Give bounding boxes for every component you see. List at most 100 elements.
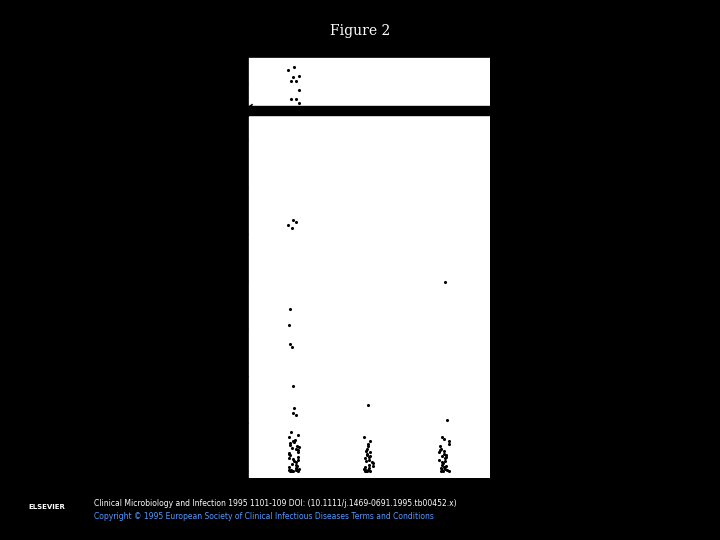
Point	[284, 439, 296, 448]
Point	[364, 452, 376, 461]
Point	[286, 460, 297, 468]
Point	[287, 455, 299, 463]
Point	[436, 444, 447, 453]
Point	[433, 448, 445, 457]
Point	[363, 401, 374, 410]
Point	[436, 452, 448, 461]
Point	[363, 440, 374, 448]
Point	[440, 454, 451, 463]
Point	[284, 305, 296, 313]
Point	[288, 457, 300, 465]
Point	[286, 224, 297, 233]
Point	[286, 444, 297, 453]
Point	[286, 467, 297, 475]
Point	[287, 342, 298, 351]
Point	[366, 457, 378, 466]
Point	[285, 94, 297, 103]
Point	[283, 463, 294, 471]
Point	[443, 437, 454, 445]
Point	[362, 442, 374, 450]
Point	[293, 456, 305, 465]
Point	[441, 461, 452, 470]
Point	[360, 467, 372, 475]
Point	[290, 458, 302, 467]
Point	[290, 464, 302, 472]
Point	[283, 450, 294, 458]
Point	[359, 466, 371, 475]
Point	[292, 430, 303, 439]
Y-axis label: IL-8 (pg/mL): IL-8 (pg/mL)	[207, 265, 217, 324]
Point	[292, 448, 304, 456]
Point	[284, 428, 296, 436]
Point	[443, 440, 454, 448]
Point	[291, 442, 302, 450]
Point	[439, 464, 451, 473]
Point	[435, 442, 446, 450]
Point	[290, 461, 302, 469]
Point	[436, 433, 448, 441]
Point	[439, 278, 451, 287]
Point	[362, 465, 374, 474]
Point	[435, 464, 446, 472]
Point	[284, 448, 295, 457]
Point	[441, 415, 452, 424]
Point	[364, 437, 375, 445]
Point	[438, 462, 449, 471]
Point	[364, 448, 376, 457]
Point	[364, 467, 376, 475]
Point	[293, 443, 305, 451]
Point	[282, 221, 294, 230]
Point	[290, 465, 302, 474]
Point	[293, 86, 305, 94]
Point	[444, 467, 455, 475]
Point	[283, 66, 294, 75]
Point	[359, 454, 371, 463]
Point	[287, 437, 299, 445]
Point	[293, 465, 305, 474]
Point	[284, 453, 295, 462]
Point	[289, 435, 301, 444]
Point	[360, 467, 372, 475]
Point	[286, 466, 297, 475]
Point	[284, 466, 295, 475]
Point	[438, 467, 449, 475]
Point	[367, 461, 379, 470]
Point	[441, 453, 452, 461]
Point	[438, 449, 450, 458]
Point	[438, 459, 449, 468]
Point	[367, 459, 379, 468]
Point	[436, 467, 447, 475]
Point	[284, 451, 296, 460]
Point	[290, 445, 302, 454]
Point	[359, 466, 371, 475]
Point	[287, 467, 299, 475]
Text: ELSEVIER: ELSEVIER	[29, 503, 66, 510]
Point	[359, 462, 370, 471]
Point	[287, 409, 299, 417]
Point	[287, 382, 298, 391]
Point	[439, 456, 451, 465]
Point	[284, 441, 296, 449]
Point	[290, 94, 302, 103]
Point	[359, 467, 371, 475]
Point	[290, 410, 302, 419]
Point	[360, 447, 372, 455]
Point	[290, 77, 302, 85]
Point	[433, 456, 445, 464]
Point	[361, 467, 373, 475]
Point	[359, 464, 370, 473]
Point	[436, 466, 448, 475]
Point	[361, 450, 372, 459]
Point	[287, 72, 299, 81]
Point	[438, 447, 449, 456]
Point	[285, 77, 297, 85]
Point	[438, 435, 450, 443]
Point	[440, 450, 451, 459]
Point	[359, 433, 370, 441]
Point	[286, 467, 297, 475]
Point	[290, 217, 302, 226]
Point	[293, 71, 305, 80]
Point	[292, 453, 303, 461]
Point	[288, 404, 300, 413]
Point	[361, 444, 373, 453]
